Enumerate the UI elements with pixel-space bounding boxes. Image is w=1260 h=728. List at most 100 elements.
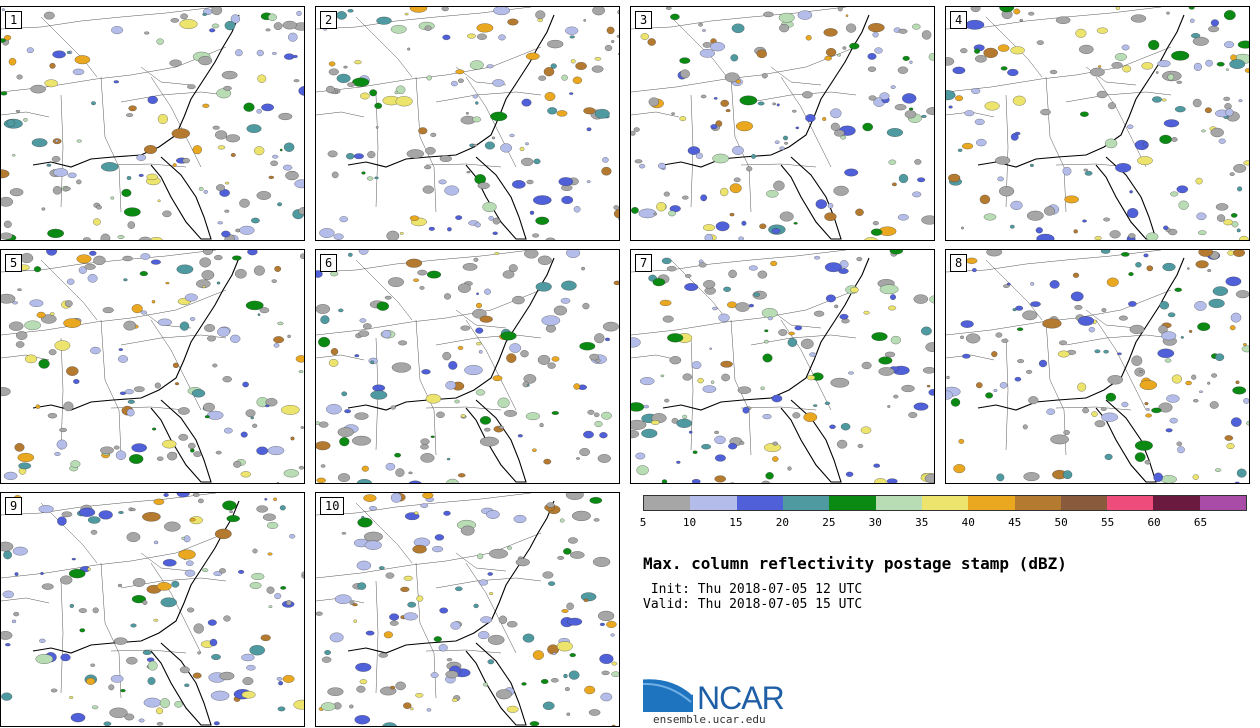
reflectivity-cell	[336, 73, 351, 83]
member-label: 8	[950, 254, 968, 272]
reflectivity-cell	[724, 72, 740, 83]
reflectivity-cell	[222, 376, 232, 383]
reflectivity-cell	[908, 412, 918, 418]
reflectivity-cell	[729, 183, 742, 194]
reflectivity-cell	[126, 113, 134, 117]
reflectivity-cell	[787, 337, 798, 347]
reflectivity-cell	[119, 391, 126, 395]
reflectivity-cell	[178, 549, 196, 560]
reflectivity-cell	[76, 139, 82, 143]
reflectivity-cell	[241, 690, 256, 699]
reflectivity-cell	[426, 270, 442, 279]
reflectivity-cell	[842, 46, 847, 50]
reflectivity-cell	[66, 278, 75, 285]
reflectivity-cell	[1229, 172, 1235, 176]
colorbar-tick-label: 30	[868, 516, 882, 529]
reflectivity-cell	[193, 623, 204, 634]
reflectivity-cell	[822, 117, 827, 121]
reflectivity-cell	[800, 338, 814, 349]
reflectivity-cell	[1010, 224, 1015, 229]
reflectivity-cell	[146, 173, 158, 181]
reflectivity-cell	[394, 90, 399, 95]
reflectivity-cell	[383, 631, 393, 639]
reflectivity-cell	[428, 226, 435, 231]
reflectivity-cell	[509, 133, 515, 138]
reflectivity-cell	[329, 632, 344, 643]
reflectivity-cell	[753, 292, 760, 297]
reflectivity-cell	[414, 511, 419, 515]
reflectivity-cell	[704, 233, 713, 240]
reflectivity-cell	[9, 188, 24, 197]
reflectivity-cell	[123, 207, 141, 217]
reflectivity-cell	[714, 430, 719, 434]
reflectivity-cell	[1049, 280, 1060, 289]
reflectivity-cell	[1010, 200, 1023, 210]
reflectivity-cell	[67, 172, 77, 178]
reflectivity-cell	[210, 690, 230, 701]
reflectivity-cell	[133, 386, 145, 393]
reflectivity-cell	[643, 404, 650, 409]
reflectivity-cell	[160, 597, 177, 608]
reflectivity-cell	[1204, 107, 1212, 114]
reflectivity-cell	[143, 697, 161, 708]
reflectivity-cell	[281, 405, 300, 415]
reflectivity-cell	[641, 428, 658, 438]
reflectivity-cell	[450, 80, 458, 87]
state-boundary	[60, 94, 64, 208]
reflectivity-cell	[128, 105, 137, 112]
reflectivity-cell	[845, 471, 854, 477]
reflectivity-cell	[553, 305, 567, 316]
colorbar-tick-label: 35	[915, 516, 929, 529]
reflectivity-cell	[1210, 19, 1219, 27]
reflectivity-cell	[256, 49, 264, 57]
reflectivity-cell	[169, 59, 182, 67]
reflectivity-cell	[1104, 453, 1113, 460]
reflectivity-cell	[451, 698, 458, 703]
reflectivity-cell	[1, 631, 13, 640]
reflectivity-cell	[113, 80, 119, 84]
reflectivity-cell	[839, 313, 849, 320]
reflectivity-cell	[957, 148, 963, 152]
reflectivity-cell	[1036, 233, 1055, 240]
reflectivity-cell	[138, 173, 144, 177]
reflectivity-cell	[523, 374, 537, 384]
reflectivity-cell	[805, 114, 816, 123]
reflectivity-cell	[952, 66, 966, 75]
reflectivity-cell	[147, 95, 158, 104]
reflectivity-cell	[1049, 69, 1058, 75]
reflectivity-cell	[277, 706, 286, 712]
reflectivity-cell	[897, 214, 909, 221]
reflectivity-cell	[544, 92, 556, 101]
reflectivity-cell	[184, 293, 198, 302]
reflectivity-cell	[13, 611, 20, 617]
reflectivity-cell	[376, 301, 389, 311]
reflectivity-cell	[353, 619, 357, 623]
reflectivity-cell	[606, 620, 617, 628]
reflectivity-cell	[1129, 324, 1145, 334]
reflectivity-cell	[635, 452, 646, 460]
reflectivity-cell	[735, 302, 750, 312]
reflectivity-cell	[442, 34, 451, 41]
reflectivity-cell	[1077, 316, 1095, 326]
state-boundary	[946, 250, 1162, 273]
reflectivity-cell	[328, 68, 339, 76]
reflectivity-cell	[266, 521, 279, 529]
reflectivity-cell	[100, 162, 119, 172]
reflectivity-cell	[1229, 59, 1246, 69]
state-boundary	[1, 111, 50, 118]
reflectivity-cell	[1096, 27, 1108, 34]
reflectivity-cell	[871, 332, 888, 341]
reflectivity-cell	[1151, 407, 1162, 414]
reflectivity-cell	[926, 384, 931, 388]
reflectivity-cell	[1003, 284, 1010, 288]
reflectivity-cell	[718, 313, 730, 322]
reflectivity-cell	[268, 175, 275, 179]
reflectivity-cell	[1195, 177, 1203, 185]
reflectivity-cell	[1029, 163, 1034, 167]
reflectivity-cell	[1205, 59, 1213, 67]
reflectivity-cell	[117, 235, 125, 239]
reflectivity-cell	[815, 199, 827, 209]
reflectivity-cell	[422, 493, 434, 499]
reflectivity-cell	[794, 325, 803, 331]
reflectivity-cell	[872, 31, 879, 38]
